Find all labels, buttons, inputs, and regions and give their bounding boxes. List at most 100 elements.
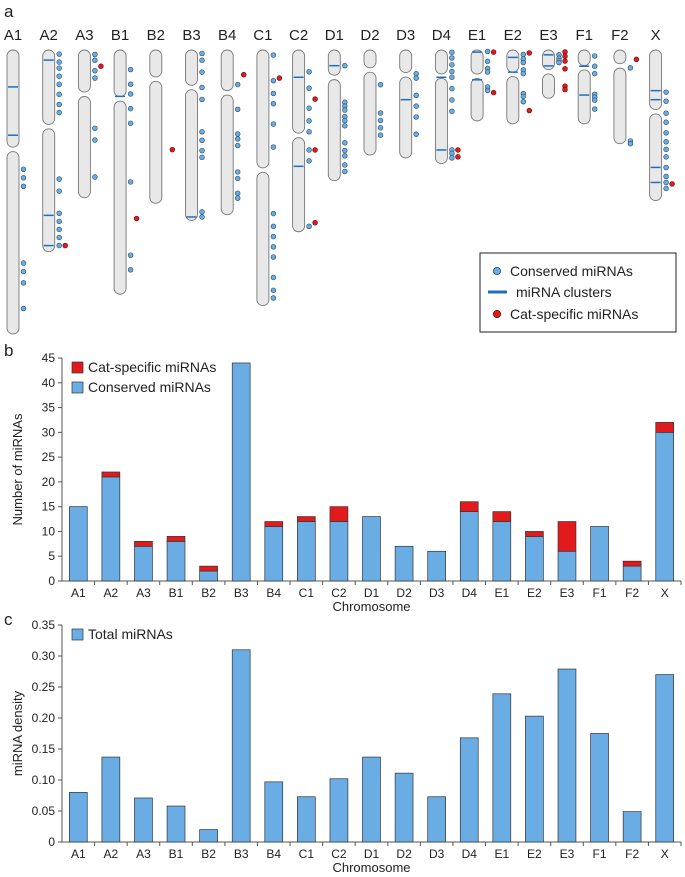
- x-tick-label: A3: [136, 847, 151, 861]
- cat-specific-mirna-dot: [312, 147, 318, 153]
- bar-f2-conserved: [622, 565, 642, 582]
- panel-b-letter: b: [4, 341, 13, 360]
- legend-cat-label: Cat-specific miRNAs: [510, 306, 638, 322]
- bar-d1-conserved: [362, 516, 381, 582]
- chromosome-p-arm: [470, 49, 484, 75]
- conserved-mirna-dot: [199, 209, 205, 215]
- conserved-mirna-dot: [235, 175, 241, 182]
- chromosome-c2: C2: [289, 27, 318, 233]
- chromosome-label: B4: [218, 27, 236, 44]
- conserved-mirna-dot: [449, 97, 455, 103]
- conserved-mirna-dot: [199, 147, 205, 154]
- chromosome-b3: B3: [182, 27, 205, 221]
- chromosome-q-arm: [613, 67, 627, 145]
- conserved-mirna-dot: [663, 139, 669, 145]
- conserved-mirna-dot: [520, 59, 526, 66]
- conserved-mirna-dot: [449, 55, 455, 61]
- bar-e1-total: [492, 693, 512, 843]
- conserved-mirna-dot: [449, 155, 455, 161]
- bar-d4-total: [459, 737, 479, 843]
- conserved-mirna-dot: [591, 53, 598, 59]
- x-tick-label: E1: [494, 586, 509, 600]
- panel-a-legend: Conserved miRNAs miRNA clusters Cat-spec…: [479, 252, 677, 333]
- conserved-mirna-dot: [56, 176, 62, 182]
- bar-f1-conserved: [590, 526, 609, 582]
- conserved-mirna-dot: [663, 173, 669, 180]
- bar-d4-cat-specific: [459, 501, 479, 512]
- y-tick-label: 0.30: [32, 649, 56, 663]
- conserved-mirna-dot: [306, 85, 312, 91]
- y-tick-label: 20: [42, 475, 56, 489]
- bar-e3-conserved: [557, 550, 577, 582]
- legend-swatch: [71, 628, 84, 641]
- x-tick-label: C1: [299, 847, 315, 861]
- y-tick-label: 25: [42, 450, 56, 464]
- conserved-mirna-dot: [270, 121, 277, 127]
- conserved-mirna-dot: [449, 49, 455, 55]
- x-tick-label: B3: [234, 586, 249, 600]
- legend-cat-marker: [492, 309, 501, 318]
- conserved-mirna-dot: [342, 117, 348, 124]
- chromosome-label: F2: [611, 27, 629, 44]
- chromosome-f1: F1: [575, 27, 598, 125]
- chromosome-p-arm: [220, 49, 234, 92]
- x-tick-label: D3: [429, 586, 445, 600]
- chromosome-p-arm: [6, 49, 20, 148]
- conserved-mirna-dot: [56, 109, 62, 116]
- conserved-mirna-dot: [342, 123, 348, 129]
- y-tick-label: 0: [48, 835, 55, 849]
- x-tick-label: B1: [169, 586, 184, 600]
- x-tick-label: D4: [462, 586, 478, 600]
- conserved-mirna-dot: [56, 234, 62, 241]
- conserved-mirna-dot: [377, 117, 384, 124]
- chromosome-d2: D2: [360, 27, 384, 156]
- bar-d3-conserved: [427, 550, 446, 582]
- chromosome-e3: E3: [539, 27, 568, 99]
- legend-conserved-marker: [492, 266, 501, 275]
- bar-e1-conserved: [492, 521, 512, 582]
- x-tick-label: A2: [104, 586, 119, 600]
- y-tick-label: 0.15: [32, 742, 56, 756]
- chromosome-label: E3: [539, 27, 557, 44]
- cat-specific-mirna-dot: [562, 66, 568, 72]
- x-tick-label: D3: [429, 847, 445, 861]
- chromosome-c1: C1: [253, 27, 283, 307]
- chromosome-q-arm: [434, 77, 448, 165]
- chromosome-p-arm: [506, 49, 520, 73]
- conserved-mirna-dot: [56, 91, 62, 98]
- conserved-mirna-dot: [306, 129, 312, 135]
- bar-d2-conserved: [394, 545, 414, 582]
- cat-specific-mirna-dot: [241, 72, 247, 78]
- chromosome-q-arm: [327, 79, 341, 182]
- chromosome-q-arm: [506, 76, 520, 125]
- conserved-mirna-dot: [199, 50, 205, 57]
- conserved-mirna-dot: [127, 66, 134, 73]
- conserved-mirna-dot: [127, 105, 134, 112]
- conserved-mirna-dot: [342, 107, 348, 113]
- conserved-mirna-dot: [270, 233, 277, 240]
- cat-specific-mirna-dot: [276, 75, 283, 81]
- x-tick-label: E2: [527, 847, 542, 861]
- conserved-mirna-dot: [56, 242, 62, 249]
- conserved-mirna-dot: [270, 100, 277, 107]
- conserved-mirna-dot: [20, 260, 27, 266]
- conserved-mirna-dot: [484, 87, 491, 94]
- chromosome-label: X: [651, 27, 661, 44]
- conserved-mirna-dot: [556, 59, 562, 66]
- bar-b1-cat-specific: [166, 536, 186, 542]
- conserved-mirna-dot: [413, 103, 419, 109]
- x-tick-label: F2: [625, 847, 639, 861]
- chromosome-label: D2: [360, 27, 379, 44]
- chromosome-f2: F2: [611, 27, 640, 147]
- conserved-mirna-dot: [591, 70, 598, 77]
- conserved-mirna-dot: [56, 81, 62, 87]
- conserved-mirna-dot: [306, 118, 312, 124]
- y-tick-label: 15: [42, 500, 56, 514]
- x-axis-title: Chromosome: [332, 860, 410, 875]
- chromosome-label: A1: [4, 27, 22, 44]
- conserved-mirna-dot: [56, 51, 62, 57]
- bar-a3-cat-specific: [134, 541, 153, 547]
- chromosome-q-arm: [6, 151, 20, 335]
- conserved-mirna-dot: [663, 89, 669, 95]
- chromosome-label: F1: [575, 27, 593, 44]
